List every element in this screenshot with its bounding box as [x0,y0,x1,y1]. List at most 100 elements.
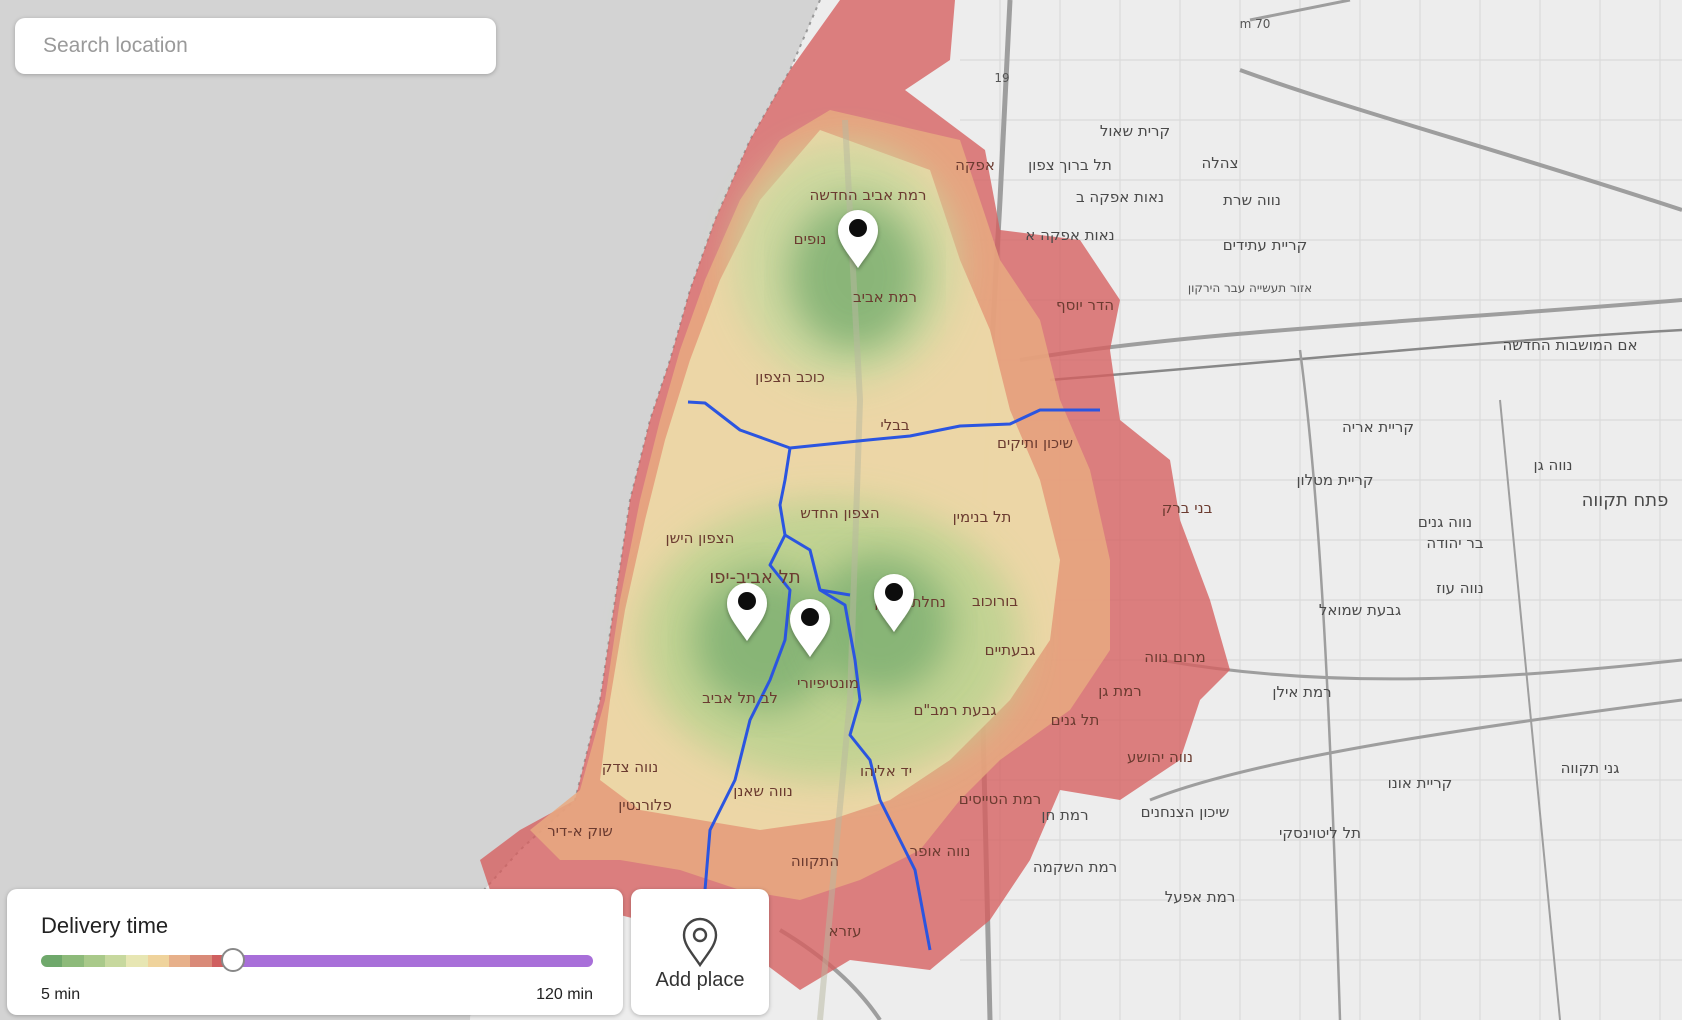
label-elevation: 70 m [1240,17,1271,31]
map-pin-dot [738,592,756,610]
legend-color-segment [41,955,63,967]
marker-nahalat-yitzhak[interactable] [874,574,914,632]
label-neve-yehoshua: נווה יהושע [1127,748,1193,766]
label-givat-shmuel: גבעת שמואל [1319,601,1401,619]
add-place-label: Add place [655,969,745,991]
label-tel-baruch-tzafon: תל ברוך צפון [1028,156,1112,174]
label-givat-rambam: גבעת רמב"ם [913,701,996,719]
marker-lev-tel-aviv[interactable] [727,583,767,641]
label-kiryat-arie: קריית אריה [1342,418,1414,436]
legend-color-segment [190,955,212,967]
map-pin-icon [790,599,830,657]
label-bnei-brak: בני ברק [1162,499,1213,517]
zone-boundaries [687,400,1100,951]
label-kiryat-metalon: קריית מטלון [1296,471,1373,489]
label-ezra: עזרא [828,922,861,940]
label-neve-oz: נווה עוז [1436,579,1483,597]
label-azor-haayarut: אזור תעשייה עבר הירקון [1188,281,1312,295]
label-tel-litvinsky: תל ליטוינסקי [1279,824,1361,842]
label-tzahala: צהלה [1201,154,1238,172]
label-kiryat-atidim: קריית עתידים [1223,236,1308,254]
label-ramat-hatayasim: רמת הטייסים [959,790,1042,808]
map-pin-dot [849,219,867,237]
label-shuk: שוק א-דיר [547,822,613,840]
boundary-central-east [784,533,932,951]
delivery-time-slider-thumb[interactable] [221,948,245,972]
label-ramat-gan: רמת גן [1098,682,1142,700]
label-neot-afeka-b: נאות אפקה ב [1076,188,1164,206]
label-ramat-ilan: רמת אילן [1272,683,1331,701]
marker-montefiore[interactable] [790,599,830,657]
label-ramat-hashikma: רמת השקמה [1033,858,1117,876]
label-kiryat-ono: קריית אונו [1388,774,1453,792]
label-ramat-aviv-hahadasha: רמת אביב החדשה [810,186,927,204]
map-pin-icon [838,210,878,268]
label-ramat-efal: רמת אפעל [1165,888,1236,906]
search-input[interactable] [41,33,470,59]
legend-color-segment [168,955,191,967]
boundary-central-west [703,447,792,891]
marker-ramat-aviv[interactable] [838,210,878,268]
label-afeka: אפקה [955,156,995,174]
label-florentin: פלורנטין [618,796,672,814]
legend-max-label: 120 min [536,986,593,1003]
label-em-hamoshavot: אם המושבות החדשה [1502,336,1637,354]
label-kiryat-shaul: קרית שאול [1100,122,1170,140]
label-hatzafon-hahadash: הצפון החדש [800,504,879,522]
delivery-time-slider-track[interactable] [41,955,593,967]
label-bar-yehuda: בר יהודה [1426,534,1483,552]
label-ramat-hen: רמת חן [1041,806,1088,824]
map-labels: תל אביב-יפו רמת אביב רמת אביב החדשה נופי… [547,17,1668,940]
label-tel-aviv-yafo: תל אביב-יפו [709,567,800,588]
legend-title: Delivery time [41,913,169,938]
legend-color-segment [83,955,105,967]
map-pin-dot [885,583,903,601]
label-neve-gan: נווה גן [1533,456,1572,474]
add-place-button[interactable]: Add place [631,889,769,1015]
label-kokhav-hatzafon: כוכב הצפון [755,368,825,386]
label-borochov: בורוכוב [972,592,1018,610]
label-hatzafon-hayashan: הצפון הישן [666,529,735,547]
label-neot-afeka: נאות אפקה א [1025,226,1114,244]
legend-color-segment [147,955,169,967]
label-shikun-hatzanhanim: שיכון הצנחנים [1141,803,1230,821]
legend-beyond-segment [232,955,593,967]
search-box[interactable] [15,18,496,74]
label-montefiore: מונטיפיורי [797,674,859,692]
label-ganei-tikva: גני תקווה [1561,759,1620,777]
label-haderech-yosef: הדר יוסף [1056,296,1114,314]
markers [727,210,914,657]
legend-color-segment [104,955,127,967]
label-neve-sharet: נווה שרת [1223,191,1281,209]
boundary-jaffa-split [819,588,851,597]
heatmap-zone-green-south-b [810,555,950,695]
delivery-time-panel: Delivery time 5 min 120 min [7,889,623,1015]
legend-color-segment [126,955,148,967]
label-road-19: 19 [994,71,1009,85]
map-pin-icon [727,583,767,641]
map-pin-icon [682,917,718,967]
legend-color-segment [62,955,84,967]
label-yad-eliyahu: יד אליהו [860,762,912,780]
label-hatikva: התקווה [791,852,839,870]
label-tel-binyamin: תל בנימין [953,508,1012,526]
label-shikun-vatikim: שיכון ותיקים [997,434,1073,452]
label-neve-tzedek: נווה צדק [602,758,658,776]
label-bavli: בבלי [880,416,910,434]
label-neve-shaanan: נווה שאנן [733,782,793,800]
label-marom-nave: מרום נווה [1144,648,1205,666]
label-neve-gana: נווה גנים [1418,513,1472,531]
map-pin-dot [801,608,819,626]
delivery-heatmap [480,0,1230,1020]
label-givatayim: גבעתיים [985,641,1036,659]
boundary-yarkon [687,400,1100,450]
label-nofim: נופים [794,230,827,248]
label-petah-tikva: פתח תקווה [1582,490,1669,511]
label-neve-ofer: נווה אופר [910,842,971,860]
legend-min-label: 5 min [41,986,81,1003]
map-pin-icon [874,574,914,632]
label-tel-ganim: תל גנים [1051,711,1100,729]
label-ramat-aviv: רמת אביב [853,288,917,306]
label-lev-tel-aviv: לב תל אביב [702,689,778,707]
